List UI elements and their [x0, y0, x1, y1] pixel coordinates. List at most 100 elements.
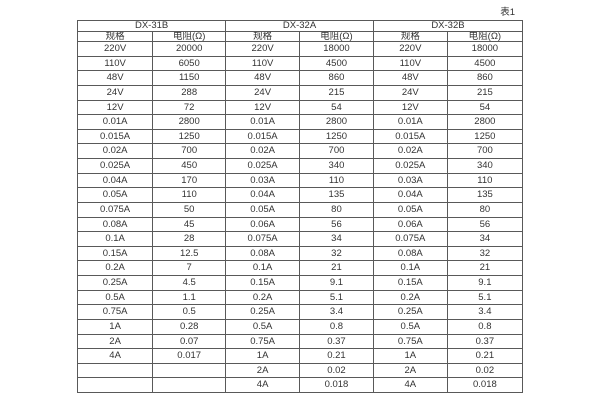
table-cell: 3.4 [299, 304, 374, 320]
table-cell: 24V [225, 84, 301, 101]
group-header-dx32a: DX-32A [225, 20, 374, 32]
table-cell: 215 [299, 84, 374, 101]
table-cell: 1150 [152, 70, 227, 86]
table-cell: 1.1 [152, 289, 227, 306]
table-cell: 0.03A [225, 172, 301, 189]
table-row: 4A 0.017 1A 0.21 1A 0.21 [76, 348, 524, 364]
table-cell: 0.015A [76, 128, 154, 145]
table-cell: 0.025A [372, 158, 448, 174]
table-cell: 0.75A [225, 333, 301, 350]
table-cell: 0.25A [76, 275, 154, 291]
table-cell: 3.4 [446, 304, 524, 320]
table-cell: 18000 [299, 41, 374, 57]
table-row: 0.08A 45 0.06A 56 0.06A 56 [76, 216, 524, 233]
table-row: 0.015A 1250 0.015A 1250 0.015A 1250 [76, 128, 524, 145]
table-cell: 0.04A [76, 172, 154, 189]
table-cell: 0.5 [152, 304, 227, 320]
table-cell: 48V [372, 70, 448, 86]
table-cell: 45 [152, 216, 227, 233]
table-cell: 110 [299, 172, 374, 189]
table-cell: 9.1 [299, 275, 374, 291]
table-cell [152, 377, 227, 393]
table-cell: 0.01A [76, 114, 154, 130]
table-cell: 0.2A [225, 289, 301, 306]
table-cell: 0.1A [76, 231, 154, 247]
table-cell: 0.03A [372, 172, 448, 189]
table-cell: 2A [225, 362, 301, 379]
table-cell: 1250 [446, 128, 524, 145]
table-cell: 32 [446, 245, 524, 262]
table-row: 0.15A 12.5 0.08A 32 0.08A 32 [76, 245, 524, 262]
table-cell: 32 [299, 245, 374, 262]
table-cell: 0.018 [299, 377, 374, 393]
table-cell: 0.04A [225, 187, 301, 203]
table-cell: 0.02A [372, 143, 448, 159]
table-cell: 6050 [152, 55, 227, 72]
group-header-row: DX-31B DX-32A DX-32B [76, 20, 524, 32]
table-cell: 0.017 [152, 348, 227, 364]
table-cell: 0.015A [372, 128, 448, 145]
table-cell: 1A [76, 318, 154, 335]
table-cell: 0.05A [225, 201, 301, 218]
table-cell: 0.37 [446, 333, 524, 350]
table-cell: 215 [446, 84, 524, 101]
table-cell: 0.01A [225, 114, 301, 130]
column-header-resistance: 电阻(Ω) [152, 30, 227, 42]
table-cell: 110 [152, 187, 227, 203]
table-caption: 表1 [500, 7, 515, 18]
table-cell: 0.06A [225, 216, 301, 233]
table-row: 0.075A 50 0.05A 80 0.05A 80 [76, 201, 524, 218]
table-cell: 0.5A [76, 289, 154, 306]
table-cell: 9.1 [446, 275, 524, 291]
table-cell: 1A [225, 348, 301, 364]
table-cell: 80 [299, 201, 374, 218]
table-cell: 1250 [299, 128, 374, 145]
table-row: 0.5A 1.1 0.2A 5.1 0.2A 5.1 [76, 289, 524, 306]
table-cell: 0.075A [76, 201, 154, 218]
table-cell: 56 [446, 216, 524, 233]
table-cell: 4A [76, 348, 154, 364]
table-cell: 0.05A [76, 187, 154, 203]
table-cell: 48V [225, 70, 301, 86]
table-row: 1A 0.28 0.5A 0.8 0.5A 0.8 [76, 318, 524, 335]
table-cell: 110 [446, 172, 524, 189]
column-header-row: 规格 电阻(Ω) 规格 电阻(Ω) 规格 电阻(Ω) [76, 30, 524, 42]
table-cell: 2A [372, 362, 448, 379]
table-cell: 860 [446, 70, 524, 86]
table-cell: 450 [152, 158, 227, 174]
table-row: 0.025A 450 0.025A 340 0.025A 340 [76, 158, 524, 174]
table-cell: 54 [446, 99, 524, 116]
table-cell: 4500 [299, 55, 374, 72]
column-header-resistance: 电阻(Ω) [299, 30, 374, 42]
table-cell: 0.1A [372, 260, 448, 276]
table-row: 0.25A 4.5 0.15A 9.1 0.15A 9.1 [76, 275, 524, 291]
group-header-dx32b: DX-32B [372, 20, 524, 32]
table-cell: 110V [372, 55, 448, 72]
table-cell: 4500 [446, 55, 524, 72]
table-cell: 0.018 [446, 377, 524, 393]
column-header-spec: 规格 [372, 30, 448, 42]
table-cell: 170 [152, 172, 227, 189]
table-row: 0.2A 7 0.1A 21 0.1A 21 [76, 260, 524, 276]
table-cell: 21 [446, 260, 524, 276]
table-cell: 12.5 [152, 245, 227, 262]
table-row: 0.05A 110 0.04A 135 0.04A 135 [76, 187, 524, 203]
table-cell: 0.02A [225, 143, 301, 159]
table-cell: 0.8 [446, 318, 524, 335]
column-header-spec: 规格 [76, 30, 154, 42]
table-cell: 0.15A [76, 245, 154, 262]
resistance-spec-table: DX-31B DX-32A DX-32B 规格 电阻(Ω) 规格 电阻(Ω) 规… [76, 20, 524, 393]
table-cell: 54 [299, 99, 374, 116]
table-cell [152, 362, 227, 379]
column-header-resistance: 电阻(Ω) [446, 30, 524, 42]
table-cell: 48V [76, 70, 154, 86]
table-cell: 0.2A [76, 260, 154, 276]
table-cell: 0.025A [225, 158, 301, 174]
table-cell: 0.05A [372, 201, 448, 218]
table-cell: 1250 [152, 128, 227, 145]
table-row: 0.1A 28 0.075A 34 0.075A 34 [76, 231, 524, 247]
table-cell: 0.75A [372, 333, 448, 350]
table-row: 110V 6050 110V 4500 110V 4500 [76, 55, 524, 72]
group-header-dx31b: DX-31B [76, 20, 227, 32]
